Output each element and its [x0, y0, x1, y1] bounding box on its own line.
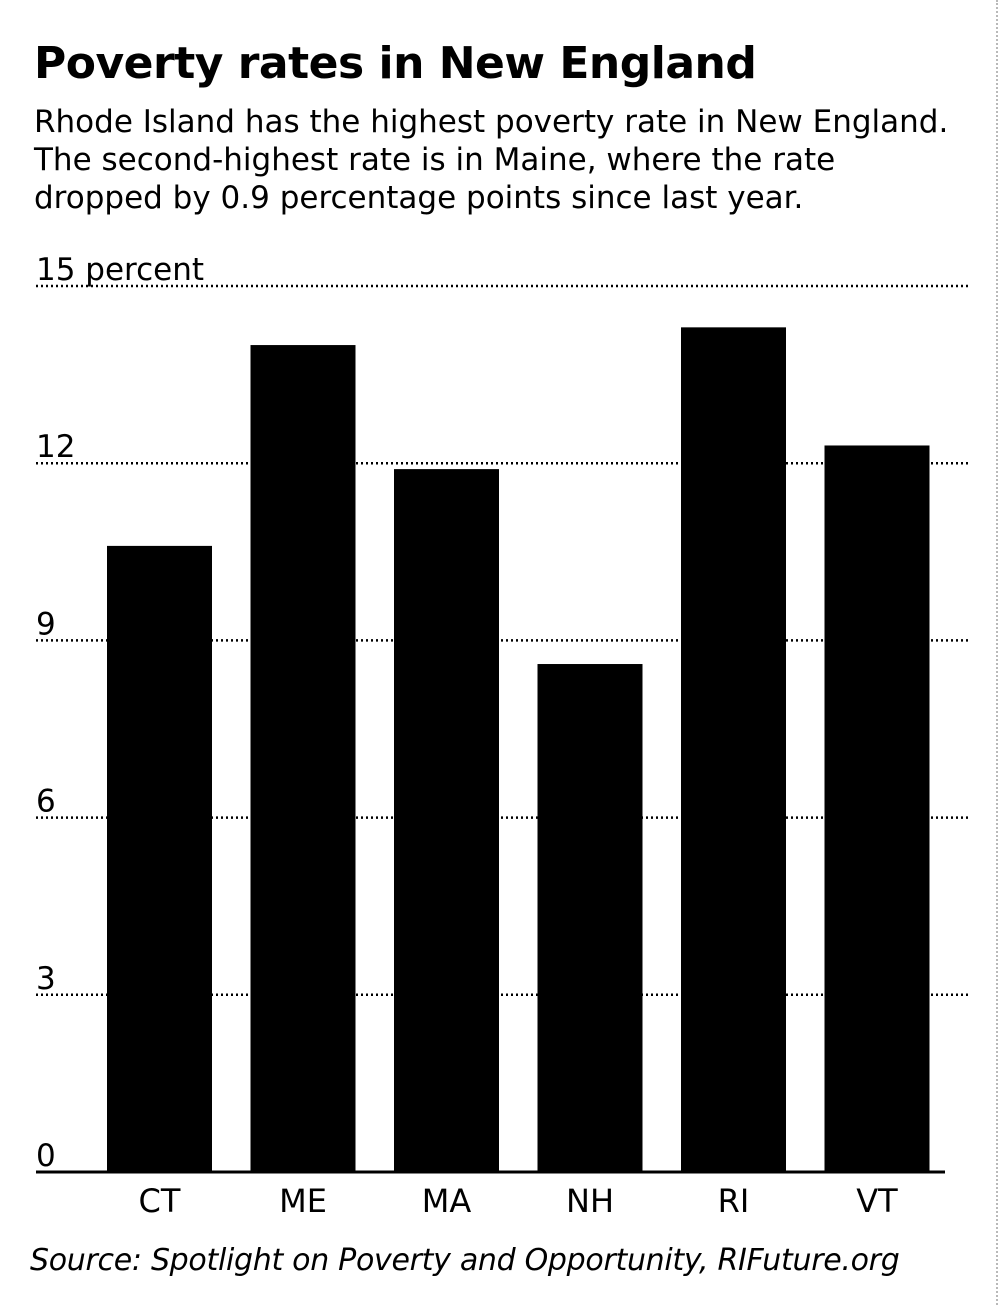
y-axis-tick-labels: 0 3 6 9 12 15 percent [36, 252, 204, 1174]
y-tick-label: 6 [36, 784, 56, 820]
chart-title: Poverty rates in New England [34, 38, 757, 89]
y-tick-label: 9 [36, 606, 56, 642]
y-tick-label: 3 [36, 961, 56, 997]
x-category-label: ME [279, 1182, 327, 1220]
y-tick-label: 0 [36, 1138, 56, 1174]
x-category-label: MA [422, 1182, 472, 1220]
x-category-label: NH [566, 1182, 614, 1220]
source-note: Source: Spotlight on Poverty and Opportu… [30, 1243, 900, 1278]
y-tick-label: 12 [36, 429, 75, 465]
bar-vt [824, 445, 930, 1173]
y-tick-label: 15 percent [36, 252, 204, 288]
chart-subtitle: Rhode Island has the highest poverty rat… [34, 104, 949, 216]
bar-ri [681, 327, 786, 1172]
x-axis-category-labels: CT ME MA NH RI VT [139, 1182, 899, 1220]
bars [107, 327, 930, 1173]
bar-ct [107, 545, 212, 1172]
bar-me [250, 345, 356, 1173]
page-edge-divider [996, 0, 998, 1305]
x-category-label: CT [139, 1182, 181, 1220]
bar-ma [394, 469, 499, 1172]
bar-nh [537, 664, 643, 1172]
x-category-label: VT [856, 1182, 898, 1220]
x-category-label: RI [718, 1182, 750, 1220]
